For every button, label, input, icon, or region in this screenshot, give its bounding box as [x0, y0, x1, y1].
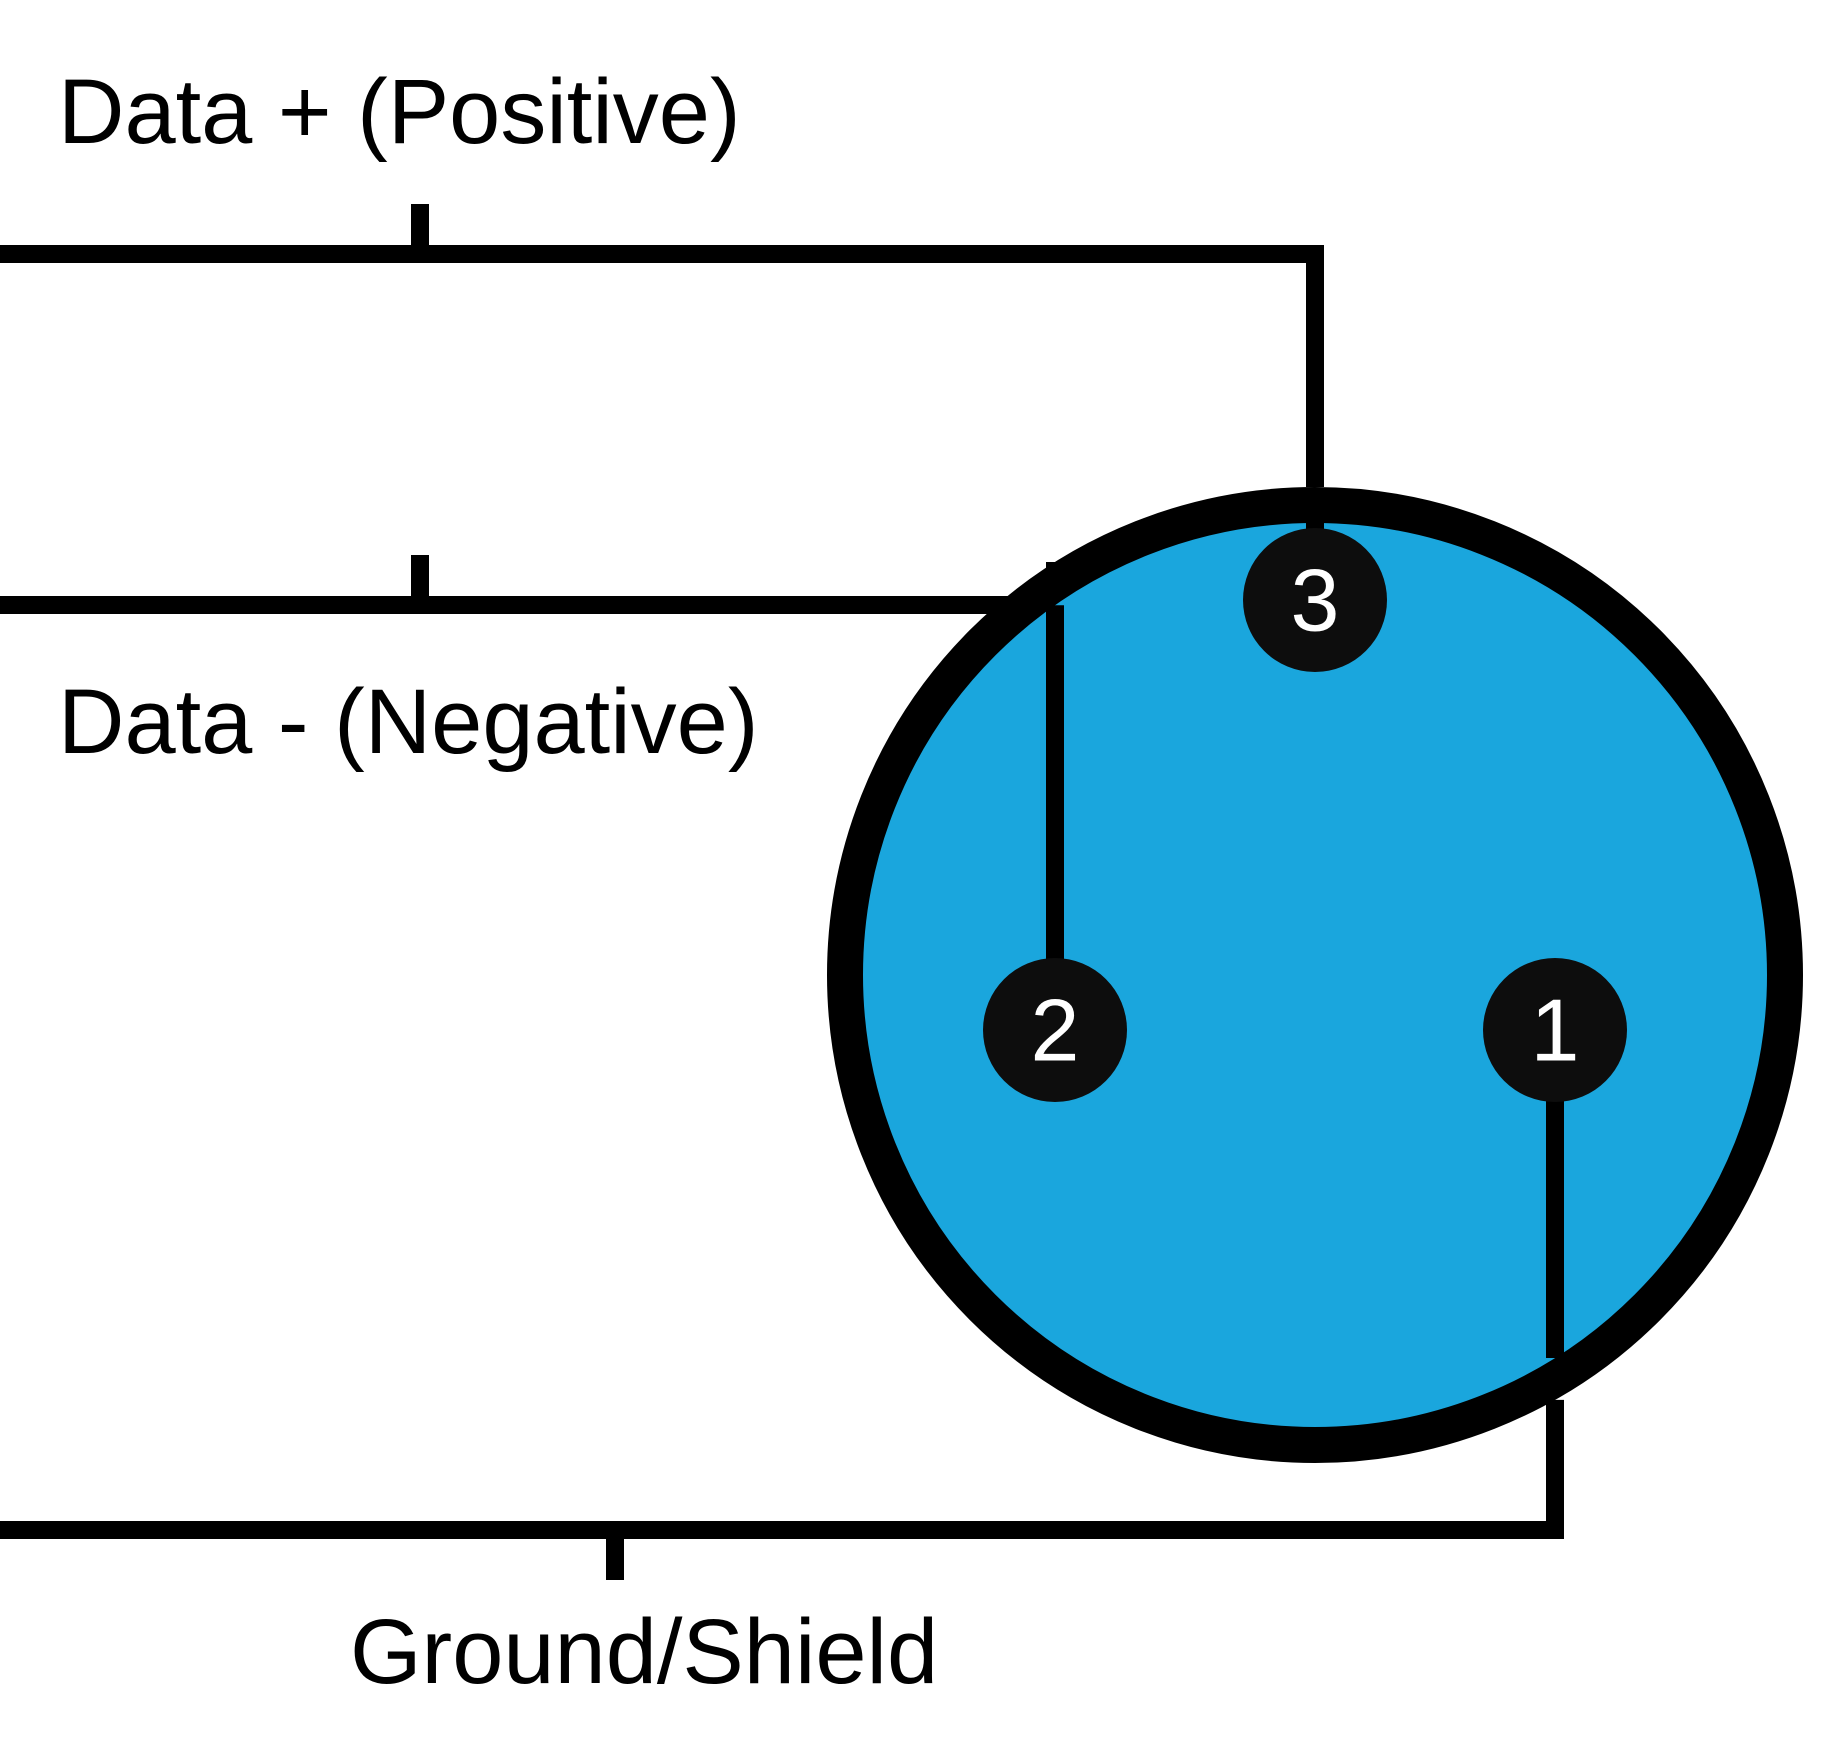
pin-2-label: 2: [1031, 981, 1080, 1080]
label-data-plus: Data + (Positive): [58, 60, 741, 165]
pin-1-label: 1: [1531, 981, 1580, 1080]
label-data-minus: Data - (Negative): [58, 670, 758, 775]
connector-diagram: 1 2 3: [0, 0, 1823, 1741]
pin-3-label: 3: [1291, 551, 1340, 650]
label-ground: Ground/Shield: [350, 1600, 938, 1705]
